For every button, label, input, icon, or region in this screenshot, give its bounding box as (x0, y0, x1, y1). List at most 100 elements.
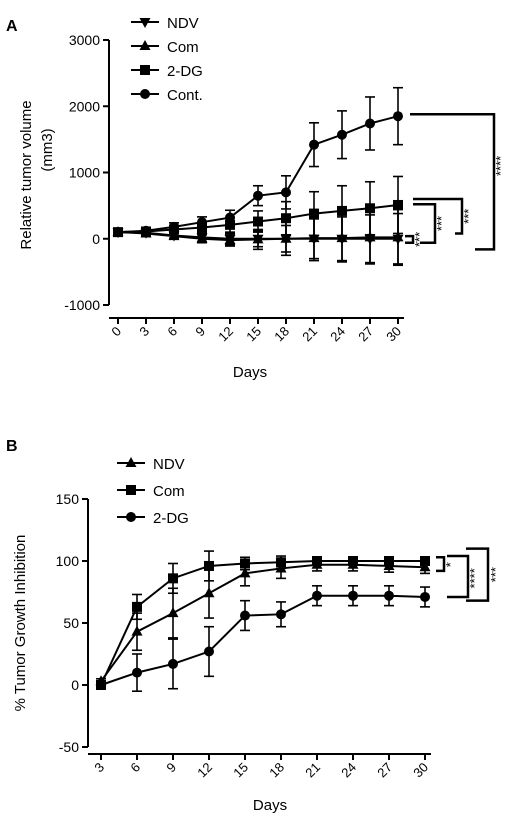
data-point (419, 561, 431, 572)
legend-marker (140, 65, 150, 75)
data-point (252, 233, 264, 244)
x-tick-label: 15 (230, 760, 251, 781)
series-line (100, 560, 425, 686)
significance-bracket (413, 197, 464, 235)
significance-bracket (466, 547, 490, 602)
data-point (309, 208, 319, 219)
data-point (132, 601, 142, 612)
data-point (312, 556, 322, 566)
data-point (392, 231, 404, 242)
significance-label: **** (467, 568, 482, 588)
data-point (276, 557, 286, 568)
legend-label: 2-DG (153, 510, 189, 527)
x-tick-label: 9 (163, 760, 179, 776)
legend-label: NDV (167, 15, 199, 32)
data-point (113, 227, 123, 238)
series-ndv (95, 557, 431, 686)
data-point (393, 199, 403, 210)
data-point (225, 212, 235, 223)
significance-bracket (405, 234, 415, 244)
data-point (348, 556, 358, 566)
data-point (420, 556, 430, 566)
y-tick-label: -50 (59, 739, 79, 755)
significance-label: * (443, 562, 458, 567)
significance-bracket (436, 556, 446, 573)
significance-label: *** (412, 232, 427, 247)
y-tick-label: 3000 (69, 32, 100, 48)
x-tick-label: 9 (192, 324, 208, 340)
significance-bracket (447, 554, 470, 599)
legend-label: NDV (153, 456, 185, 473)
data-point (365, 203, 375, 214)
data-point (168, 573, 178, 584)
x-tick-label: 30 (383, 324, 404, 345)
panel-a-ylabel-line1: Relative tumor volume (18, 100, 35, 249)
series-2-dg (96, 584, 430, 693)
data-point (168, 230, 180, 241)
y-tick-label: 1000 (69, 165, 100, 181)
significance-label: **** (493, 156, 508, 176)
data-point (167, 607, 179, 618)
data-point (204, 560, 214, 571)
data-point (132, 667, 142, 678)
data-point (253, 190, 263, 201)
x-tick-label: 12 (194, 760, 215, 781)
x-tick-label: 30 (410, 760, 431, 781)
legend-marker (126, 512, 136, 522)
data-point (276, 609, 286, 620)
x-tick-label: 0 (108, 324, 124, 340)
legend-marker (126, 485, 136, 495)
significance-bracket (410, 112, 496, 251)
data-point (420, 591, 430, 602)
panel-a-letter: A (6, 18, 18, 35)
x-tick-label: 3 (136, 324, 152, 340)
data-point (196, 232, 208, 243)
data-point (337, 205, 347, 216)
legend-marker (140, 89, 150, 99)
data-point (309, 139, 319, 150)
x-tick-label: 6 (127, 760, 143, 776)
legend-label: Com (167, 39, 199, 56)
y-tick-label: 50 (63, 615, 79, 631)
panel-a-ylabel-unit: (mm3) (39, 128, 56, 171)
x-tick-label: 27 (355, 324, 376, 345)
series-com (96, 550, 430, 690)
data-point (203, 587, 215, 598)
y-tick-label: 0 (71, 677, 79, 693)
x-tick-label: 24 (327, 324, 348, 345)
x-tick-label: 24 (338, 760, 359, 781)
legend-label: Com (153, 483, 185, 500)
data-point (197, 217, 207, 228)
y-tick-label: 150 (56, 491, 80, 507)
data-point (239, 567, 251, 578)
y-tick-label: 100 (56, 553, 80, 569)
legend-marker (139, 18, 151, 28)
data-point (240, 558, 250, 569)
data-point (281, 187, 291, 198)
significance-label: *** (461, 209, 476, 224)
panel-a-ylabel: Relative tumor volume (18, 100, 35, 249)
significance-label: *** (434, 216, 449, 231)
legend-marker (125, 457, 137, 467)
y-tick-label: 0 (92, 231, 100, 247)
data-point (280, 232, 292, 243)
panel-b-plot: -50 0 50 100 150 3 6 9 12 15 18 21 24 27 30 NDV Com 2-DG *… (56, 456, 503, 780)
data-point (224, 234, 236, 245)
significance-bracket (413, 203, 437, 244)
data-point (393, 111, 403, 122)
data-point (169, 221, 179, 232)
data-point (141, 225, 151, 236)
data-point (281, 213, 291, 224)
series-line (100, 563, 426, 682)
x-tick-label: 15 (243, 324, 264, 345)
legend-label: Cont. (167, 87, 203, 104)
data-point (131, 625, 143, 636)
data-point (364, 231, 376, 242)
data-point (204, 646, 214, 657)
x-tick-label: 18 (266, 760, 287, 781)
x-tick-label: 12 (215, 324, 236, 345)
data-point (312, 590, 322, 601)
x-tick-label: 6 (164, 324, 180, 340)
data-point (384, 556, 394, 566)
